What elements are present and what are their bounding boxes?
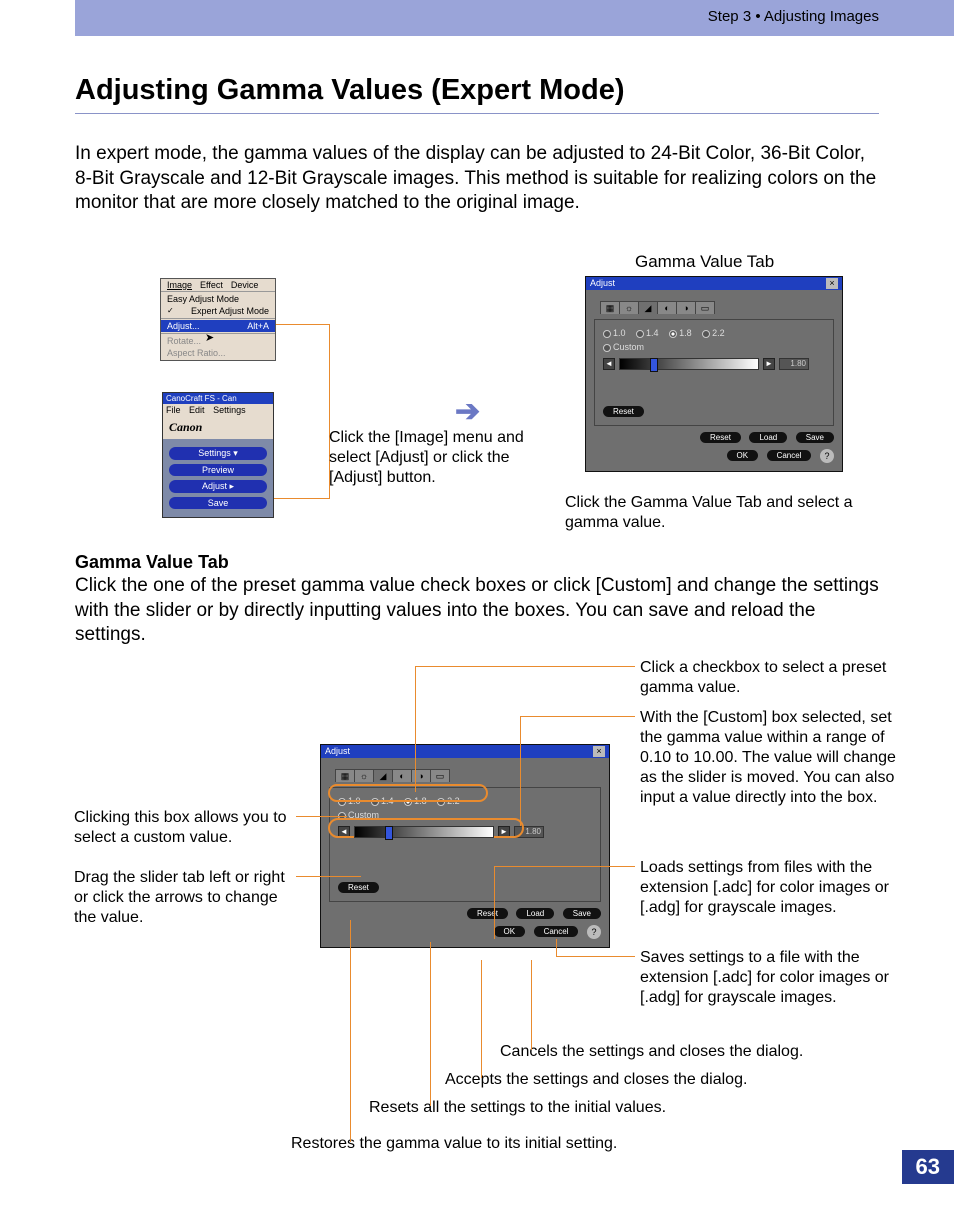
note-ok: Accepts the settings and closes the dial… (445, 1070, 747, 1090)
dialog-title: Adjust (325, 746, 350, 757)
menu-device[interactable]: Device (227, 280, 263, 290)
help-icon[interactable]: ? (587, 925, 601, 939)
gamma-slider[interactable] (619, 358, 759, 370)
tab-5[interactable]: ◑ (411, 769, 431, 782)
gamma-value-box[interactable]: 1.80 (779, 358, 809, 370)
canon-logo: Canon (163, 416, 273, 439)
tab-1[interactable]: ▦ (335, 769, 355, 782)
tab-5[interactable]: ◑ (676, 301, 696, 314)
close-icon[interactable]: × (593, 746, 605, 757)
note-custom-box: Clicking this box allows you to select a… (74, 808, 294, 848)
cancel-button[interactable]: Cancel (534, 926, 579, 937)
load-button[interactable]: Load (516, 908, 554, 919)
save-button[interactable]: Save (169, 497, 267, 509)
preset-highlight (328, 784, 488, 802)
cancel-button[interactable]: Cancel (767, 450, 812, 461)
gamma-slider[interactable] (354, 826, 494, 838)
save-settings-button[interactable]: Save (563, 908, 601, 919)
save-settings-button[interactable]: Save (796, 432, 834, 443)
tab-gamma[interactable]: ◢ (373, 769, 393, 782)
cursor-icon: ➤ (205, 331, 214, 344)
image-menu: Image Effect Device Easy Adjust Mode Exp… (160, 278, 276, 361)
note-reset-all: Resets all the settings to the initial v… (369, 1098, 666, 1118)
preview-button[interactable]: Preview (169, 464, 267, 476)
page-title: Adjusting Gamma Values (Expert Mode) (75, 74, 879, 114)
figure-top: Gamma Value Tab Image Effect Device Easy… (75, 252, 879, 532)
app-title: CanoCraft FS - Can (166, 394, 237, 403)
menu-aspect[interactable]: Aspect Ratio... (161, 347, 275, 359)
instruction-adjust: Click the [Image] menu and select [Adjus… (329, 428, 559, 488)
tab-2[interactable]: ☼ (619, 301, 639, 314)
gamma-presets: 1.0 1.4 1.8 2.2 (603, 328, 825, 338)
gamma-tab-label: Gamma Value Tab (635, 252, 774, 272)
section-heading: Gamma Value Tab (75, 552, 229, 573)
menu-adjust[interactable]: Adjust...Alt+A (161, 320, 275, 332)
tab-2[interactable]: ☼ (354, 769, 374, 782)
note-cancel: Cancels the settings and closes the dial… (500, 1042, 803, 1062)
section-paragraph: Click the one of the preset gamma value … (75, 574, 879, 648)
note-restore: Restores the gamma value to its initial … (291, 1134, 617, 1154)
menu-image[interactable]: Image (163, 280, 196, 290)
callout-line (329, 324, 330, 429)
gamma-1-8[interactable]: 1.8 (669, 328, 692, 338)
note-save: Saves settings to a file with the extens… (640, 948, 900, 1008)
tab-4[interactable]: ◐ (392, 769, 412, 782)
tab-1[interactable]: ▦ (600, 301, 620, 314)
app-menu-settings[interactable]: Settings (213, 405, 246, 415)
gamma-2-2[interactable]: 2.2 (702, 328, 725, 338)
arrow-icon: ➔ (455, 394, 480, 429)
slider-right-icon[interactable]: ► (763, 358, 775, 370)
ok-button[interactable]: OK (727, 450, 759, 461)
dialog-tabs: ▦☼◢◐◑▭ (600, 300, 834, 313)
gamma-1-4[interactable]: 1.4 (636, 328, 659, 338)
menu-rotate[interactable]: Rotate... (161, 335, 275, 347)
note-preset: Click a checkbox to select a preset gamm… (640, 658, 900, 698)
tab-4[interactable]: ◐ (657, 301, 677, 314)
reset-button[interactable]: Reset (700, 432, 741, 443)
reset-button[interactable]: Reset (467, 908, 508, 919)
close-icon[interactable]: × (826, 278, 838, 289)
reset-local-button[interactable]: Reset (603, 406, 644, 417)
gamma-custom[interactable]: Custom (603, 342, 644, 352)
adjust-dialog: Adjust × ▦☼◢◐◑▭ 1.0 1.4 1.8 2.2 Custom (585, 276, 843, 472)
callout-line (274, 498, 330, 499)
figure-bottom: Click a checkbox to select a preset gamm… (0, 650, 954, 1170)
app-window: CanoCraft FS - Can File Edit Settings Ca… (162, 392, 274, 518)
page-number: 63 (902, 1150, 954, 1184)
load-button[interactable]: Load (749, 432, 787, 443)
ok-button[interactable]: OK (494, 926, 526, 937)
menu-effect[interactable]: Effect (196, 280, 227, 290)
note-custom-range: With the [Custom] box selected, set the … (640, 708, 900, 808)
app-menu-file[interactable]: File (166, 405, 181, 415)
tab-6[interactable]: ▭ (430, 769, 450, 782)
tab-gamma[interactable]: ◢ (638, 301, 658, 314)
instruction-gamma-tab: Click the Gamma Value Tab and select a g… (565, 493, 875, 533)
tab-6[interactable]: ▭ (695, 301, 715, 314)
adjust-dialog-annotated: Adjust× ▦☼◢◐◑▭ 1.0 1.4 1.8 2.2 Custom (320, 744, 610, 948)
gamma-1-0[interactable]: 1.0 (603, 328, 626, 338)
intro-paragraph: In expert mode, the gamma values of the … (75, 142, 879, 216)
app-menu-edit[interactable]: Edit (189, 405, 205, 415)
help-icon[interactable]: ? (820, 449, 834, 463)
menu-easy-adjust[interactable]: Easy Adjust Mode (161, 293, 275, 305)
breadcrumb: Step 3 • Adjusting Images (708, 8, 879, 25)
note-load: Loads settings from files with the exten… (640, 858, 900, 918)
reset-local-button[interactable]: Reset (338, 882, 379, 893)
callout-line (276, 324, 330, 325)
adjust-button[interactable]: Adjust ▸ (169, 480, 267, 493)
dialog-title: Adjust (590, 278, 615, 289)
menu-expert-adjust[interactable]: Expert Adjust Mode (161, 305, 275, 317)
settings-button[interactable]: Settings ▾ (169, 447, 267, 460)
note-drag-slider: Drag the slider tab left or right or cli… (74, 868, 294, 928)
slider-left-icon[interactable]: ◄ (603, 358, 615, 370)
